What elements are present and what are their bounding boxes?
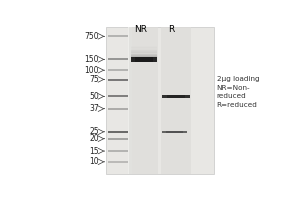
Bar [108,108,128,110]
Bar [130,52,157,53]
Bar [130,55,157,56]
Bar [130,46,157,47]
Text: 2μg loading
NR=Non-
reduced
R=reduced: 2μg loading NR=Non- reduced R=reduced [217,76,259,108]
Bar [134,57,153,62]
Bar [108,150,128,152]
Bar [108,35,128,37]
Bar [130,47,157,48]
Bar [130,53,157,54]
Text: 20: 20 [89,134,99,143]
Bar [130,51,157,52]
Bar [128,27,132,174]
Text: 10: 10 [89,157,99,166]
Bar [130,56,157,57]
Bar [106,27,214,174]
Text: 25: 25 [89,127,99,136]
Bar [130,54,157,55]
Bar [167,95,185,98]
Text: 75: 75 [89,75,99,84]
Bar [130,50,157,51]
Bar [167,131,183,133]
Bar [129,27,158,174]
Bar [130,52,157,53]
Bar [108,79,128,81]
Bar [108,58,128,60]
Text: 37: 37 [89,104,99,113]
Bar [130,57,157,62]
Text: NR: NR [134,25,148,34]
Bar [130,50,157,51]
Bar [108,131,128,133]
Bar [161,27,191,174]
Bar [130,56,157,57]
Text: 150: 150 [85,55,99,64]
Text: 750: 750 [85,32,99,41]
Bar [130,57,157,58]
Bar [108,69,128,71]
Bar [130,48,157,49]
Bar [130,49,157,50]
Text: R: R [168,25,174,34]
Bar [108,95,128,97]
Bar [108,161,128,163]
Text: 50: 50 [89,92,99,101]
Bar [130,47,157,48]
Text: 100: 100 [85,66,99,75]
Bar [108,138,128,140]
Bar [162,95,190,98]
Bar [162,131,188,133]
Bar [130,55,157,56]
Bar [130,51,157,52]
Text: 15: 15 [89,147,99,156]
Bar [130,54,157,55]
